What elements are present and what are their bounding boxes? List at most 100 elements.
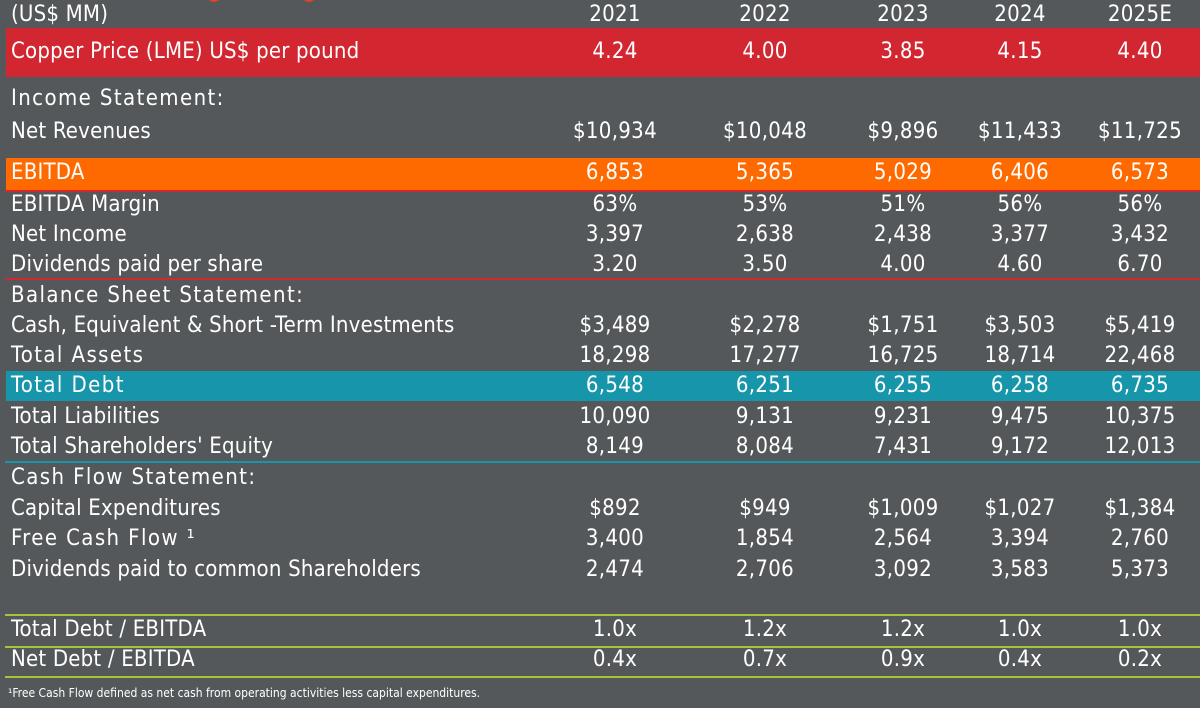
- cell: 22,468: [1104, 343, 1176, 368]
- cell: $10,048: [723, 119, 807, 144]
- cell: $11,433: [978, 119, 1062, 144]
- header-row: (US$ MM) 2021 2022 2023 2024 2025E: [0, 2, 1200, 32]
- cell: $3,503: [984, 313, 1056, 338]
- row-label: Net Income: [11, 222, 127, 247]
- ratio-divider: [5, 614, 1200, 616]
- ratio-divider: [5, 676, 1200, 678]
- decorative-mark: [302, 0, 316, 2]
- cell: 3,394: [990, 526, 1050, 551]
- row-label: Dividends paid per share: [11, 252, 264, 277]
- cell: 2,638: [735, 222, 795, 247]
- row-label: Total Debt: [11, 373, 125, 398]
- cell: 2,564: [873, 526, 933, 551]
- net-income-row: Net Income 3,397 2,638 2,438 3,377 3,432: [0, 222, 1200, 252]
- cell: 6,573: [1110, 160, 1170, 185]
- cell: 6,548: [585, 373, 645, 398]
- year-header: 2023: [877, 2, 929, 27]
- cell: 16,725: [867, 343, 939, 368]
- cell: $11,725: [1098, 119, 1182, 144]
- row-label: Net Debt / EBITDA: [11, 647, 195, 672]
- net-revenues-row: Net Revenues $10,934 $10,048 $9,896 $11,…: [0, 119, 1200, 149]
- cell: 6,406: [990, 160, 1050, 185]
- cell: 0.4x: [592, 647, 638, 672]
- cell: 3.50: [742, 252, 788, 277]
- year-header: 2022: [739, 2, 791, 27]
- decorative-mark: [207, 0, 221, 2]
- cell: 3,400: [585, 526, 645, 551]
- row-label: Net Revenues: [11, 119, 151, 144]
- balance-sheet-title: Balance Sheet Statement:: [11, 283, 305, 308]
- cell: 63%: [592, 192, 638, 217]
- total-debt-highlight-bar: [6, 371, 1200, 401]
- free-cash-flow-row: Free Cash Flow ¹ 3,400 1,854 2,564 3,394…: [0, 526, 1200, 556]
- cell: 6,853: [585, 160, 645, 185]
- cell: 5,365: [735, 160, 795, 185]
- cell: 1.0x: [1117, 617, 1163, 642]
- footnote: ¹Free Cash Flow defined as net cash from…: [8, 686, 481, 700]
- ratio-divider: [5, 646, 1200, 648]
- cell: $892: [589, 496, 641, 521]
- cell: 3,432: [1110, 222, 1170, 247]
- ebitda-highlight-bar: [6, 158, 1200, 190]
- cell: 4.40: [1117, 39, 1163, 64]
- cell: 6,258: [990, 373, 1050, 398]
- row-label: Cash, Equivalent & Short -Term Investmen…: [11, 313, 455, 338]
- cell: 4.00: [742, 39, 788, 64]
- cell: 1.0x: [592, 617, 638, 642]
- cell: 18,714: [984, 343, 1056, 368]
- cell: $5,419: [1104, 313, 1176, 338]
- cell: 8,149: [585, 434, 645, 459]
- dividends-per-share-row: Dividends paid per share 3.20 3.50 4.00 …: [0, 252, 1200, 282]
- section-heading: Cash Flow Statement:: [0, 465, 1200, 495]
- income-statement-title: Income Statement:: [11, 86, 225, 111]
- cell: 56%: [997, 192, 1043, 217]
- equity-row: Total Shareholders' Equity 8,149 8,084 7…: [0, 434, 1200, 464]
- total-debt-row: Total Debt 6,548 6,251 6,255 6,258 6,735: [0, 373, 1200, 403]
- cell: 9,131: [735, 404, 795, 429]
- copper-price-row: Copper Price (LME) US$ per pound 4.24 4.…: [0, 39, 1200, 69]
- cell: 9,475: [990, 404, 1050, 429]
- cell: 17,277: [729, 343, 801, 368]
- cell: 53%: [742, 192, 788, 217]
- section-heading: Income Statement:: [0, 86, 1200, 116]
- cell: 10,090: [579, 404, 651, 429]
- unit-label: (US$ MM): [11, 2, 109, 27]
- total-liabilities-row: Total Liabilities 10,090 9,131 9,231 9,4…: [0, 404, 1200, 434]
- total-assets-row: Total Assets 18,298 17,277 16,725 18,714…: [0, 343, 1200, 373]
- cell: 0.4x: [997, 647, 1043, 672]
- cell: 6.70: [1117, 252, 1163, 277]
- cell: 8,084: [735, 434, 795, 459]
- row-label: Copper Price (LME) US$ per pound: [11, 39, 360, 64]
- cell: 2,438: [873, 222, 933, 247]
- balance-divider: [5, 461, 1200, 463]
- cell: 1,854: [735, 526, 795, 551]
- cell: 3,377: [990, 222, 1050, 247]
- row-label: Total Liabilities: [11, 404, 160, 429]
- ebitda-margin-row: EBITDA Margin 63% 53% 51% 56% 56%: [0, 192, 1200, 222]
- row-label: EBITDA Margin: [11, 192, 160, 217]
- cell: $949: [739, 496, 791, 521]
- income-divider: [5, 278, 1200, 280]
- cell: 0.7x: [742, 647, 788, 672]
- year-header: 2024: [994, 2, 1046, 27]
- cell: 4.24: [592, 39, 638, 64]
- cell: $1,751: [867, 313, 939, 338]
- cell: 1.0x: [997, 617, 1043, 642]
- cell: 6,735: [1110, 373, 1170, 398]
- cell: 9,231: [873, 404, 933, 429]
- cell: $10,934: [573, 119, 657, 144]
- cell: 5,373: [1110, 557, 1170, 582]
- section-heading: Balance Sheet Statement:: [0, 283, 1200, 313]
- ebitda-row: EBITDA 6,853 5,365 5,029 6,406 6,573: [0, 160, 1200, 190]
- cell: 4.60: [997, 252, 1043, 277]
- cell: 12,013: [1104, 434, 1176, 459]
- cell: 0.9x: [880, 647, 926, 672]
- cell: 9,172: [990, 434, 1050, 459]
- cell: 5,029: [873, 160, 933, 185]
- row-label: Total Shareholders' Equity: [11, 434, 274, 459]
- cell: 7,431: [873, 434, 933, 459]
- cell: 1.2x: [742, 617, 788, 642]
- row-label: Free Cash Flow ¹: [11, 526, 196, 551]
- cell: 18,298: [579, 343, 651, 368]
- dividends-common-row: Dividends paid to common Shareholders 2,…: [0, 557, 1200, 587]
